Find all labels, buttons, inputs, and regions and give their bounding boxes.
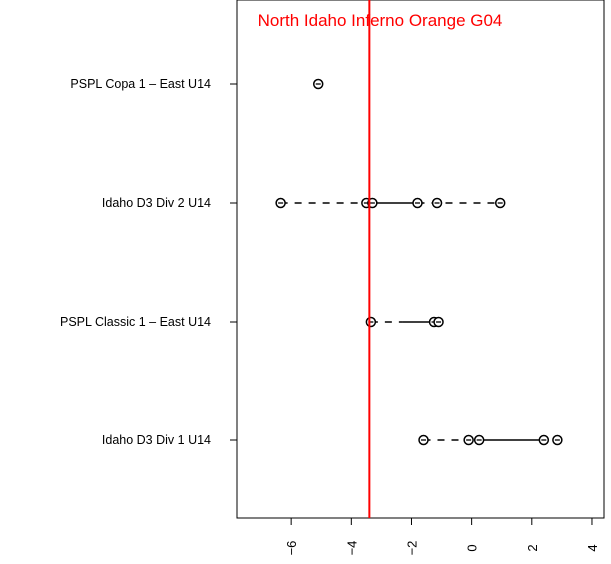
category-row: [418, 434, 563, 446]
plot-frame: [236, 0, 605, 519]
y-tick-label: Idaho D3 Div 2 U14: [102, 196, 211, 210]
category-row: [312, 78, 324, 90]
category-row: [365, 316, 444, 328]
x-tick-label: 0: [465, 544, 480, 551]
x-tick-label: 2: [525, 544, 540, 551]
y-tick-label: PSPL Classic 1 – East U14: [60, 315, 211, 329]
x-tick-label: −4: [344, 541, 359, 556]
category-row: [275, 197, 506, 209]
series: [275, 78, 563, 446]
x-tick-label: 4: [585, 544, 600, 551]
chart-title: North Idaho Inferno Orange G04: [258, 11, 503, 30]
y-tick-label: Idaho D3 Div 1 U14: [102, 433, 211, 447]
x-tick-label: −2: [404, 541, 419, 556]
axes: −6 −4 −2 0 2 4 PSPL Copa 1 – East U14 Idaho D3 …: [60, 77, 600, 555]
x-tick-label: −6: [284, 541, 299, 556]
y-tick-label: PSPL Copa 1 – East U14: [70, 77, 211, 91]
